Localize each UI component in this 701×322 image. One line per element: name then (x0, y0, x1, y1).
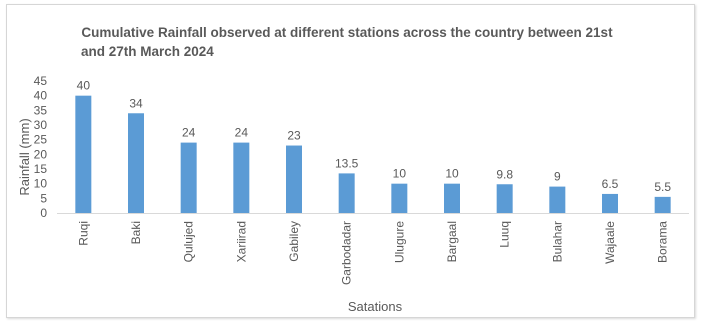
x-tick-label: Garbodadar (340, 221, 354, 285)
data-label: 10 (445, 167, 459, 181)
chart-frame: Cumulative Rainfall observed at differen… (6, 4, 695, 318)
data-label: 9 (554, 170, 561, 184)
bar-labels-group: 40 34 24 24 23 13.5 10 10 9.8 9 6.5 5.5 (77, 79, 672, 194)
data-label: 10 (393, 167, 407, 181)
y-tick-label: 0 (40, 206, 47, 220)
y-tick-label: 20 (34, 147, 48, 161)
data-label: 24 (182, 126, 196, 140)
bar-garbodadar (338, 173, 355, 213)
y-tick-label: 45 (34, 74, 48, 88)
y-tick-label: 35 (34, 103, 48, 117)
bar-luuq (496, 184, 513, 213)
data-label: 6.5 (602, 177, 619, 191)
data-label: 13.5 (335, 156, 359, 170)
bar-borama (654, 196, 671, 213)
x-tick-label: Ruqi (76, 221, 90, 246)
data-label: 5.5 (654, 180, 671, 194)
bar-qulujed (180, 142, 197, 213)
bar-ruqi (75, 95, 92, 213)
x-tick-label: Qulujed (182, 221, 196, 262)
bar-baki (128, 113, 144, 213)
x-tick-label: Wajaale (603, 221, 617, 264)
bar-bulahar (549, 186, 566, 213)
y-tick-label: 10 (34, 177, 48, 191)
chart-svg: Cumulative Rainfall observed at differen… (17, 25, 689, 314)
x-tick-label: Bulahar (550, 221, 564, 262)
x-axis-ticks: Ruqi Baki Qulujed Xariirad Gabiley Garbodadar… (76, 221, 669, 285)
bar-gabiley (286, 145, 302, 213)
y-tick-label: 15 (34, 162, 48, 176)
data-label: 40 (77, 79, 91, 93)
y-tick-label: 25 (34, 133, 48, 147)
x-tick-label: Bargaal (445, 221, 459, 262)
x-tick-label: Baki (129, 221, 143, 244)
y-tick-label: 30 (34, 118, 48, 132)
bars-group (75, 95, 671, 213)
bar-ulugure (391, 183, 408, 213)
x-axis-title: Satations (348, 299, 403, 314)
x-tick-label: Ulugure (392, 221, 406, 263)
data-label: 24 (235, 126, 249, 140)
bar-bargaal (444, 183, 460, 213)
bar-xariirad (233, 142, 250, 213)
chart-title-line-1: Cumulative Rainfall observed at differen… (81, 25, 613, 40)
x-tick-label: Borama (656, 221, 670, 263)
x-tick-label: Gabiley (287, 221, 301, 262)
x-tick-label: Luuq (498, 221, 512, 248)
data-label: 34 (129, 96, 143, 110)
y-tick-label: 40 (34, 89, 48, 103)
data-label: 23 (287, 129, 301, 143)
data-label: 9.8 (496, 167, 513, 181)
y-tick-label: 5 (40, 191, 47, 205)
chart-title-line-2: and 27th March 2024 (81, 44, 214, 59)
bar-wajaale (602, 193, 618, 213)
x-tick-label: Xariirad (234, 221, 248, 262)
y-axis-title: Rainfall (mm) (17, 118, 32, 195)
